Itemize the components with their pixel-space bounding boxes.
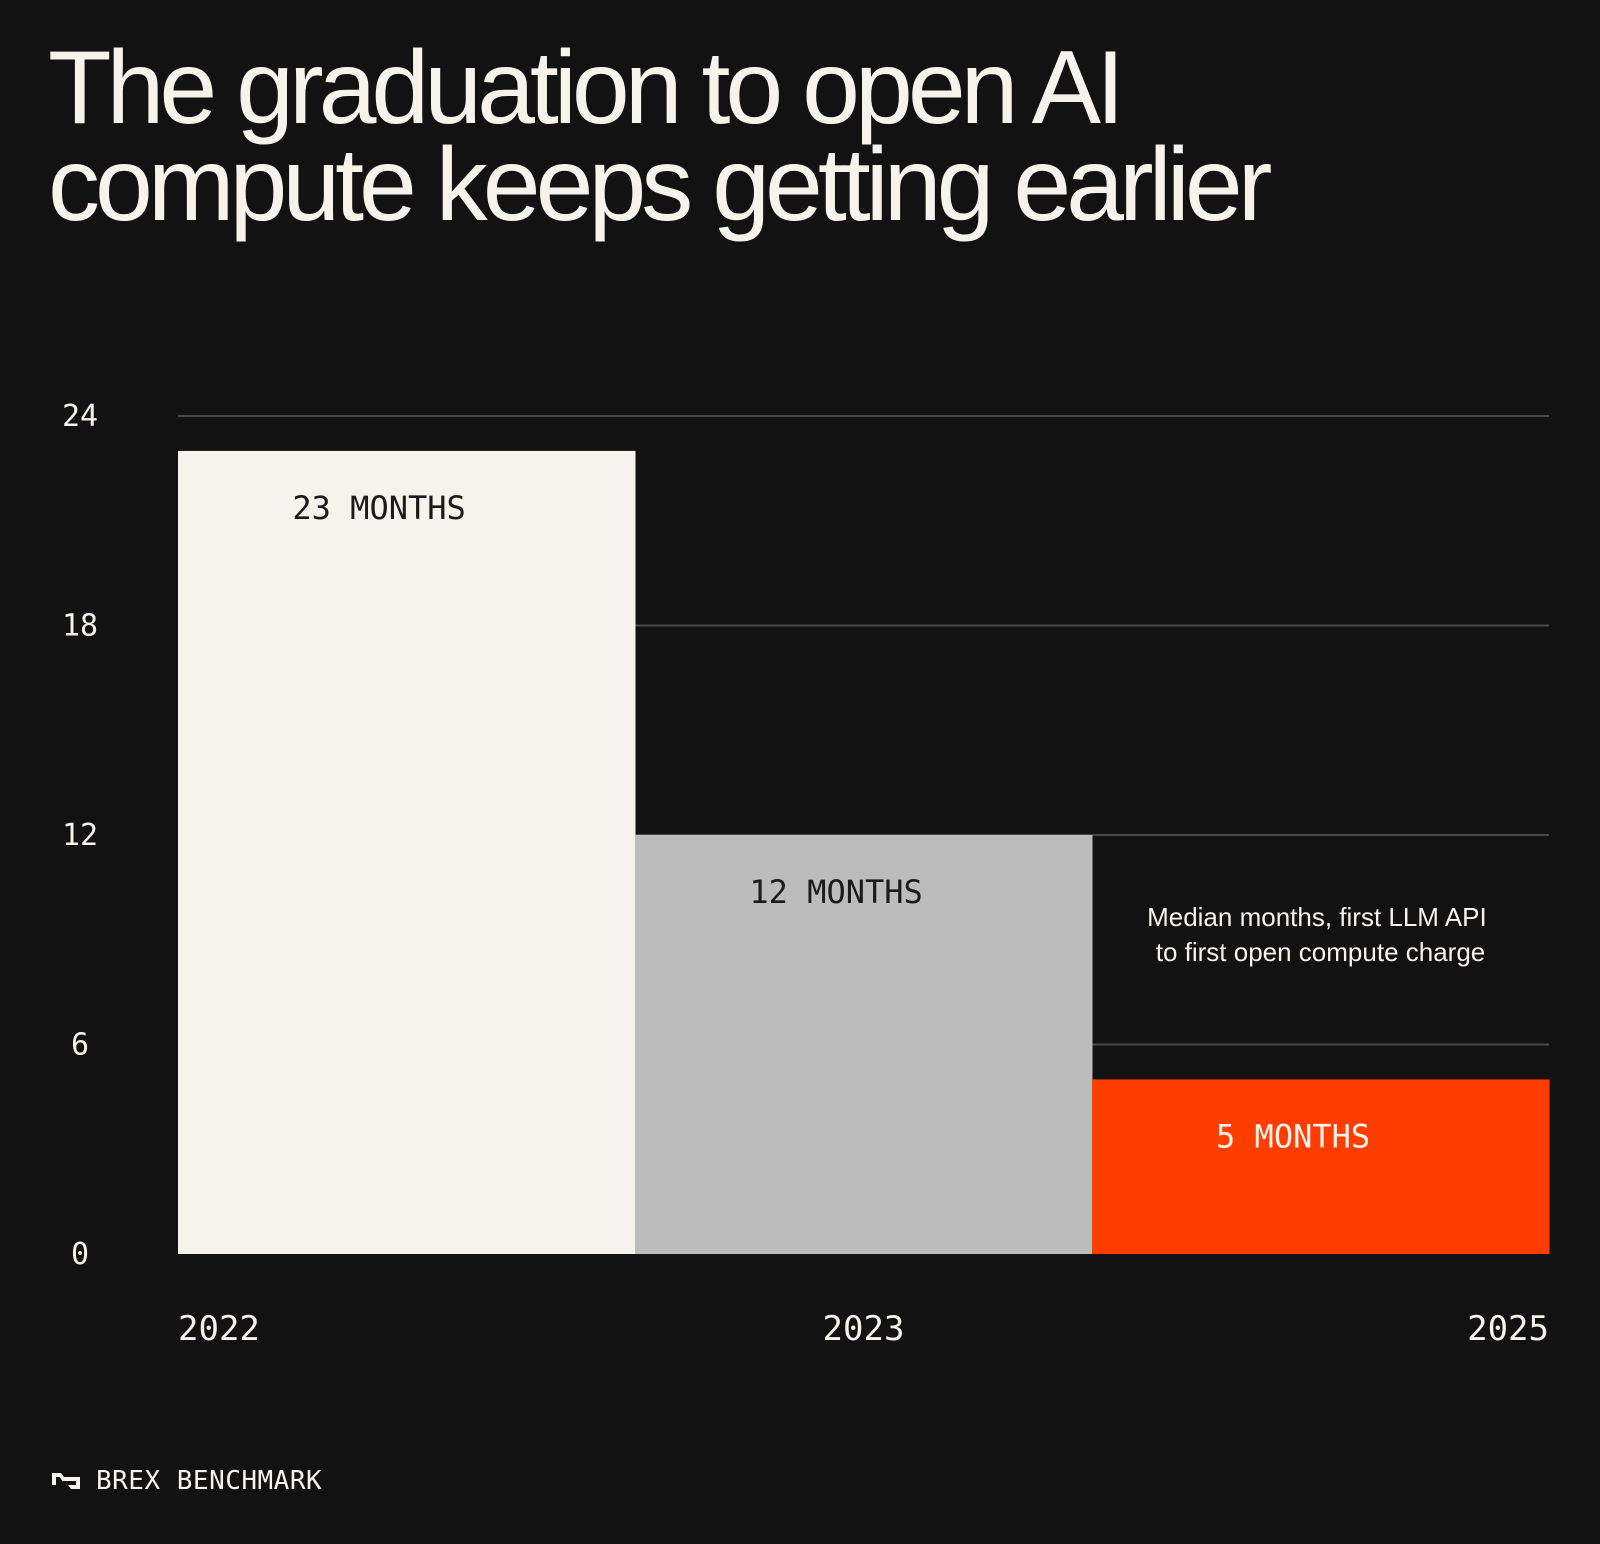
y-axis-tick-labels: 0 6 12 18 24 <box>62 399 98 1272</box>
x-tick-label: 2022 <box>178 1309 260 1349</box>
chart-annotation: Median months, first LLM API to first op… <box>1147 902 1494 967</box>
y-tick-label: 18 <box>62 609 98 644</box>
brex-logo-icon <box>52 1473 80 1489</box>
y-tick-label: 6 <box>71 1028 89 1063</box>
bar-value-label: 12 MONTHS <box>749 873 922 911</box>
y-tick-label: 12 <box>62 818 98 853</box>
footer: BREX BENCHMARK <box>50 1466 322 1496</box>
bars: 23 MONTHS 12 MONTHS 5 MONTHS <box>178 450 1550 1255</box>
chart-title-line-2: compute keeps getting earlier <box>48 127 1272 243</box>
x-tick-label: 2023 <box>823 1309 905 1349</box>
x-tick-label: 2025 <box>1467 1309 1549 1349</box>
y-tick-label: 0 <box>71 1237 89 1272</box>
bar-value-label: 5 MONTHS <box>1216 1117 1370 1155</box>
brand-name: BREX BENCHMARK <box>96 1466 323 1496</box>
bar <box>1092 1079 1550 1254</box>
chart-title-line-1: The graduation to open AI <box>48 30 1125 146</box>
bar-value-label: 23 MONTHS <box>292 489 465 527</box>
chart-annotation-line-2: to first open compute charge <box>1156 937 1486 967</box>
chart-annotation-line-1: Median months, first LLM API <box>1147 902 1487 932</box>
y-tick-label: 24 <box>62 399 98 434</box>
x-axis-tick-labels: 2022 2023 2025 <box>178 1309 1549 1349</box>
bar <box>635 835 1093 1254</box>
bar <box>178 450 636 1255</box>
chart-title: The graduation to open AI compute keeps … <box>48 30 1498 243</box>
